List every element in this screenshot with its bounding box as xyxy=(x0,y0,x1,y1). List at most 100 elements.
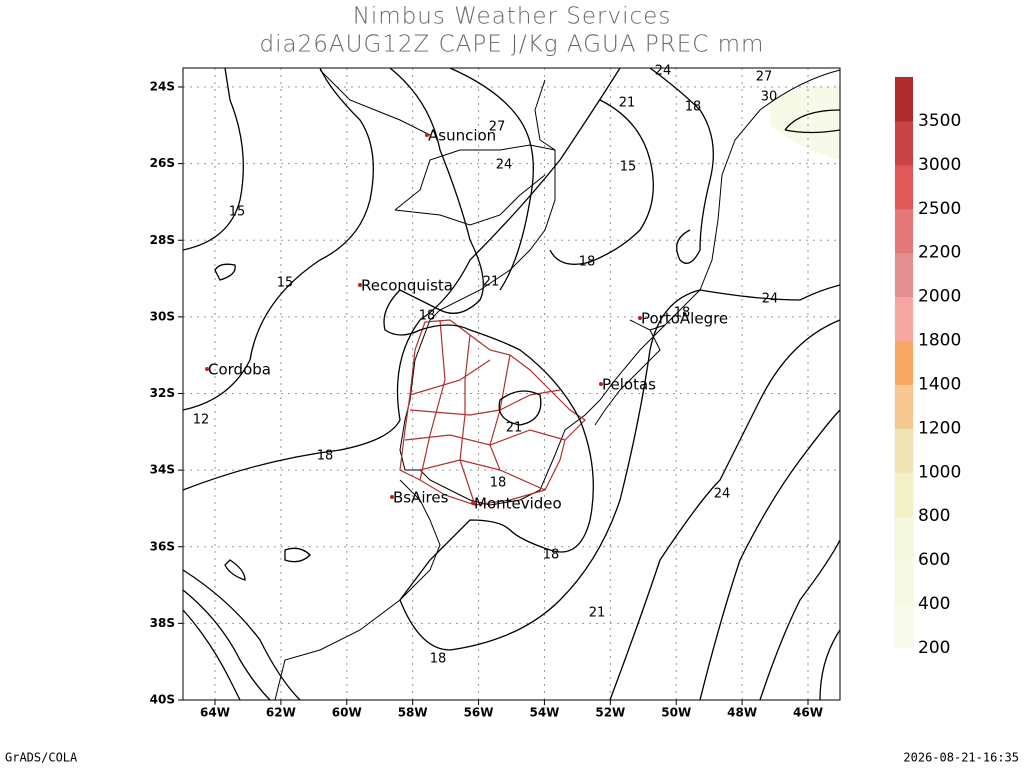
colorbar-segment xyxy=(895,604,913,649)
contour-line xyxy=(609,319,841,701)
contour-label: 30 xyxy=(761,90,778,105)
city-marker xyxy=(390,495,394,499)
city-label: Reconquista xyxy=(361,277,453,295)
colorbar-label: 3000 xyxy=(918,155,961,175)
contour-line xyxy=(649,67,714,264)
city-label: PortoAlegre xyxy=(641,310,728,328)
contour-line xyxy=(214,263,542,581)
colorbar-label: 1200 xyxy=(918,418,961,438)
contour-label: 24 xyxy=(714,487,731,502)
contour-label: 12 xyxy=(193,413,210,428)
contour-line xyxy=(449,67,654,291)
lat-label: 36S xyxy=(150,539,175,553)
lat-label: 30S xyxy=(150,309,175,323)
contour-label: 27 xyxy=(489,120,506,135)
colorbar-segment xyxy=(895,340,913,385)
colorbar-segment xyxy=(895,252,913,298)
city-label: BsAires xyxy=(393,489,449,507)
colorbar-segment xyxy=(895,560,913,605)
colorbar-label: 1400 xyxy=(918,374,961,394)
contour-line xyxy=(182,67,621,491)
colorbar-label: 600 xyxy=(918,550,950,570)
city-marker xyxy=(205,367,209,371)
map-frame xyxy=(182,67,841,701)
contour-label: 21 xyxy=(506,421,523,436)
lat-label: 26S xyxy=(150,156,175,170)
lon-label: 46W xyxy=(793,706,823,720)
contour-line xyxy=(182,569,301,701)
lon-label: 56W xyxy=(464,706,494,720)
lat-label: 32S xyxy=(150,386,175,400)
contour-label: 18 xyxy=(579,255,596,270)
colorbar-label: 2000 xyxy=(918,287,961,307)
map-area xyxy=(182,67,841,701)
city-marker xyxy=(425,133,429,137)
lat-label: 28S xyxy=(150,233,175,247)
contour-label: 18 xyxy=(543,548,560,563)
contour-label: 18 xyxy=(430,652,447,667)
lat-label: 40S xyxy=(150,693,175,707)
colorbar-segment xyxy=(895,77,913,122)
coastline xyxy=(274,479,441,701)
colorbar-label: 200 xyxy=(918,638,950,658)
city-marker xyxy=(358,283,362,287)
contour-label: 18 xyxy=(317,449,334,464)
contour-label: 18 xyxy=(490,476,507,491)
coastline xyxy=(399,69,841,506)
border xyxy=(319,69,556,226)
colorbar-label: 1000 xyxy=(918,462,961,482)
lon-label: 58W xyxy=(398,706,428,720)
colorbar-segment xyxy=(895,384,913,429)
city-label: Montevideo xyxy=(474,495,562,513)
contour-label: 24 xyxy=(496,158,513,173)
lon-label: 50W xyxy=(661,706,691,720)
lon-label: 48W xyxy=(727,706,757,720)
lat-label: 38S xyxy=(150,616,175,630)
contour-label: 21 xyxy=(589,606,606,621)
subtitle: dia26AUG12Z CAPE J/Kg AGUA PREC mm xyxy=(260,32,765,58)
contour-label: 18 xyxy=(674,306,691,321)
labels: 24S 26S 28S 30S 32S 34S 36S 38S 40S 64W 62W 60W 58W 5… xyxy=(150,64,823,720)
contour-label: 21 xyxy=(619,96,636,111)
contour-label: 18 xyxy=(419,309,436,324)
colorbar-segment xyxy=(895,516,913,561)
contour-label: 24 xyxy=(762,292,779,307)
grid xyxy=(183,68,840,701)
footer-left: GrADS/COLA xyxy=(5,751,78,765)
contour-label: 27 xyxy=(756,70,773,85)
colorbar-segment xyxy=(895,164,913,210)
city-marker xyxy=(599,382,603,386)
lon-label: 52W xyxy=(595,706,625,720)
colorbar-segment xyxy=(895,208,913,254)
colorbar-segment xyxy=(895,296,913,342)
title: Nimbus Weather Services xyxy=(353,4,672,30)
contour-label: 21 xyxy=(483,275,500,290)
footer-right: 2026-08-21-16:35 xyxy=(903,751,1019,765)
colorbar-label: 3500 xyxy=(918,111,961,131)
colorbar-label: 2500 xyxy=(918,199,961,219)
colorbar-segment xyxy=(895,472,913,517)
contour-line xyxy=(182,67,244,251)
lon-label: 62W xyxy=(266,706,296,720)
contour-line xyxy=(784,109,841,134)
colorbar-label: 2200 xyxy=(918,243,961,263)
contour-label: 18 xyxy=(685,100,702,115)
city-marker xyxy=(638,316,642,320)
contour-label: 24 xyxy=(655,64,672,79)
lon-label: 54W xyxy=(529,706,559,720)
lon-label: 64W xyxy=(200,706,230,720)
colorbar-label: 800 xyxy=(918,506,950,526)
contour-line xyxy=(383,67,841,651)
city-label: Cordoba xyxy=(208,361,271,379)
cape-shading xyxy=(770,85,840,160)
lat-label: 24S xyxy=(150,80,175,94)
lon-label: 60W xyxy=(332,706,362,720)
colorbar-label: 400 xyxy=(918,594,950,614)
colorbar-segment xyxy=(895,120,913,166)
contour-label: 15 xyxy=(277,276,294,291)
city-marker xyxy=(471,501,475,505)
colorbar-label: 1800 xyxy=(918,331,961,351)
contour-line xyxy=(182,67,374,411)
